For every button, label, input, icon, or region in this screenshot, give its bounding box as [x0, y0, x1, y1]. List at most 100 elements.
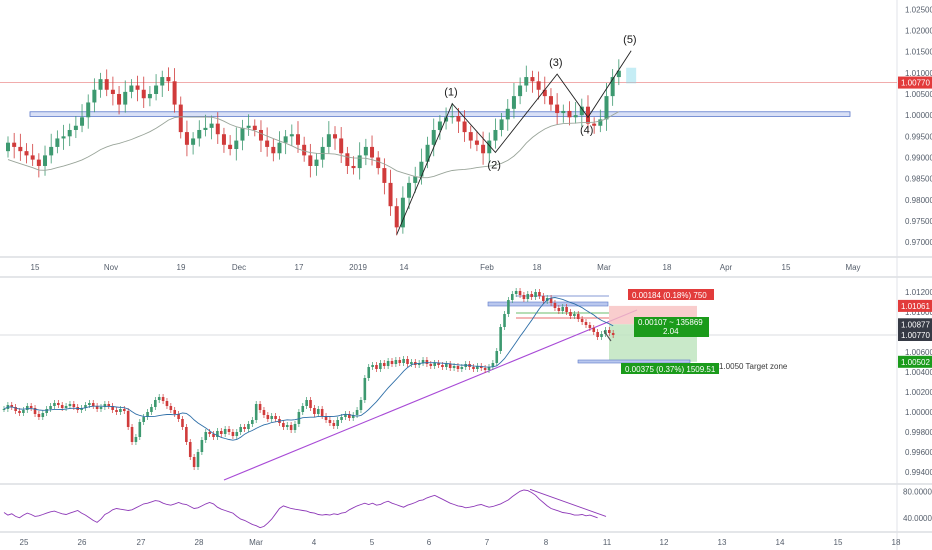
daily-candle	[314, 159, 319, 166]
daily-x-tick: May	[845, 263, 860, 272]
daily-chart-panel[interactable]: (1) (2) (3) (4) (5)	[0, 34, 897, 236]
intraday-candle	[80, 408, 83, 410]
intraday-candle	[282, 423, 285, 427]
intraday-candle	[499, 327, 502, 351]
wave-label: (5)	[623, 34, 636, 46]
intraday-candle	[557, 308, 561, 311]
intraday-x-tick: 12	[660, 538, 669, 547]
intraday-candle	[410, 362, 413, 364]
intraday-candle	[406, 359, 409, 364]
daily-candle	[184, 132, 189, 145]
intraday-candle	[177, 414, 180, 419]
daily-candle	[92, 89, 97, 103]
intraday-candle	[348, 414, 351, 418]
intraday-candle	[565, 307, 568, 312]
intraday-candle	[95, 406, 99, 409]
intraday-candle	[122, 409, 126, 411]
intraday-candle	[390, 361, 394, 364]
intraday-x-tick: 14	[776, 538, 785, 547]
daily-candle	[49, 146, 54, 156]
wave-label: (3)	[549, 57, 562, 69]
intraday-candle	[507, 300, 510, 314]
intraday-candle	[363, 378, 367, 400]
intraday-candle	[115, 410, 118, 412]
daily-candle	[339, 138, 344, 154]
intraday-y-tick: 1.00400	[905, 368, 932, 377]
daily-candle	[289, 134, 294, 137]
daily-candle	[197, 129, 202, 139]
intraday-x-tick: Mar	[249, 538, 263, 547]
intraday-candle	[243, 427, 246, 429]
daily-candle	[610, 77, 615, 97]
daily-candle	[86, 102, 91, 118]
daily-candle	[172, 81, 177, 105]
intraday-candle	[316, 409, 320, 414]
daily-candle	[585, 106, 590, 124]
daily-candle	[530, 77, 535, 82]
intraday-y-tick: 1.00000	[905, 408, 932, 417]
daily-candle	[487, 140, 492, 154]
intraday-candle	[138, 422, 142, 437]
intraday-candle	[518, 291, 522, 295]
intraday-candle	[45, 409, 48, 413]
daily-candle	[579, 106, 584, 116]
intraday-candle	[130, 427, 134, 442]
ratio-label: 0.00107 ~ 135869	[638, 318, 703, 327]
axes-layer: 1.02500 1.02000 1.01500 1.01000 1.00500 1.000…	[20, 5, 932, 547]
intraday-candle	[33, 408, 37, 414]
intraday-candle	[84, 405, 87, 408]
daily-candle	[616, 70, 621, 78]
daily-candle	[357, 155, 362, 169]
daily-candle	[135, 85, 140, 90]
intraday-candle	[351, 415, 355, 418]
intraday-candle	[448, 364, 452, 368]
intraday-candle	[60, 405, 64, 408]
daily-candle	[407, 182, 412, 198]
intraday-candle	[262, 410, 266, 415]
intraday-candle	[161, 397, 165, 401]
daily-candle	[413, 176, 418, 183]
daily-x-tick: 18	[533, 263, 542, 272]
daily-candle	[382, 168, 387, 183]
daily-candle	[147, 93, 152, 99]
oscillator-panel[interactable]	[3, 488, 607, 529]
target-zone-note: 1.0050 Target zone	[719, 362, 788, 371]
daily-x-tick: Nov	[104, 263, 118, 272]
intraday-candle	[371, 365, 374, 367]
daily-candle	[221, 134, 226, 145]
intraday-candle	[580, 319, 584, 322]
intraday-candle	[247, 424, 250, 429]
daily-y-tick: 0.99500	[905, 132, 932, 141]
intraday-y-tick: 1.01200	[905, 288, 932, 297]
daily-candle	[431, 129, 436, 145]
intraday-candle	[441, 365, 444, 367]
intraday-candle	[134, 437, 138, 442]
intraday-candle	[68, 404, 72, 406]
intraday-price-tag-label: 1.00502	[901, 358, 930, 367]
daily-candle	[481, 144, 486, 154]
daily-candle	[246, 125, 251, 128]
daily-candle	[499, 119, 504, 130]
daily-candle	[598, 119, 603, 126]
intraday-candle	[332, 423, 336, 426]
daily-candle	[240, 127, 245, 141]
daily-candle	[604, 96, 609, 120]
daily-candle	[450, 116, 455, 118]
daily-candle	[468, 132, 473, 141]
intraday-candle	[402, 359, 405, 363]
intraday-candle	[146, 412, 149, 417]
intraday-candle	[340, 417, 343, 420]
intraday-candle	[324, 416, 328, 420]
intraday-candle	[219, 431, 223, 434]
daily-candle	[505, 108, 510, 120]
intraday-candle	[452, 366, 456, 368]
stop-box-label: 0.00184 (0.18%) 750	[632, 291, 707, 300]
intraday-candle	[258, 404, 262, 410]
intraday-candle	[305, 400, 308, 406]
intraday-candle	[72, 404, 76, 407]
daily-candle	[419, 161, 424, 177]
daily-candle	[30, 155, 35, 160]
daily-candle	[265, 140, 270, 147]
intraday-candle	[530, 294, 533, 297]
